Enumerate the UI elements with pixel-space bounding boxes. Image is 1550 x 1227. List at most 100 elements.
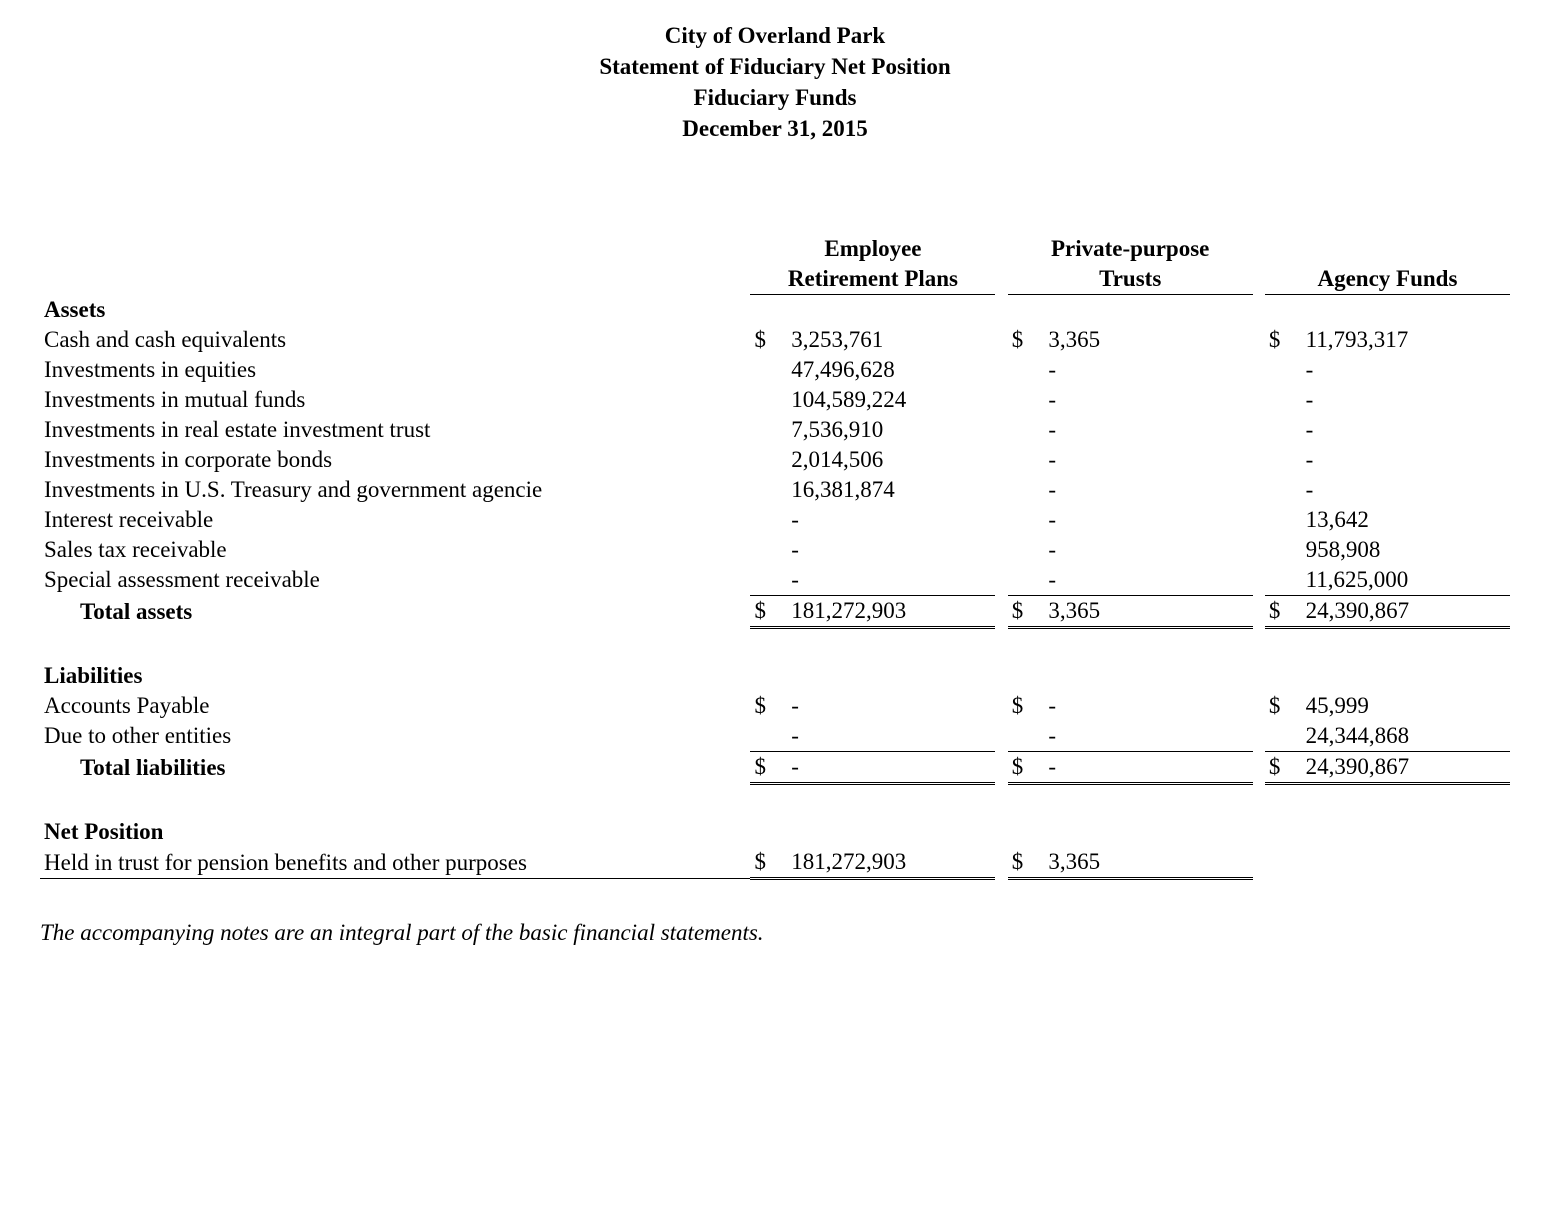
val: 11,625,000 [1302, 565, 1510, 596]
val: 3,365 [1044, 595, 1252, 627]
row-reit: Investments in real estate investment tr… [40, 415, 1510, 445]
label: Investments in real estate investment tr… [40, 415, 750, 445]
val: 3,365 [1044, 325, 1252, 355]
sym: $ [1008, 595, 1045, 627]
val: 3,365 [1044, 847, 1252, 879]
title-line-2: Statement of Fiduciary Net Position [40, 51, 1510, 82]
val: 11,793,317 [1302, 325, 1510, 355]
val: 2,014,506 [787, 445, 995, 475]
sym: $ [1008, 847, 1045, 879]
col1-header-a: Employee [750, 234, 995, 264]
label: Total liabilities [40, 751, 750, 783]
row-cash: Cash and cash equivalents $3,253,761 $3,… [40, 325, 1510, 355]
liabilities-heading: Liabilities [40, 661, 750, 691]
val: - [1044, 535, 1252, 565]
sym: $ [1008, 325, 1045, 355]
val: - [1302, 385, 1510, 415]
label: Investments in corporate bonds [40, 445, 750, 475]
col1-header-b: Retirement Plans [750, 264, 995, 295]
sym: $ [1265, 751, 1302, 783]
row-corp-bonds: Investments in corporate bonds 2,014,506… [40, 445, 1510, 475]
sym: $ [1265, 325, 1302, 355]
label: Interest receivable [40, 505, 750, 535]
financial-table: Employee Private-purpose Retirement Plan… [40, 234, 1510, 880]
val: - [1302, 445, 1510, 475]
val: 13,642 [1302, 505, 1510, 535]
val: - [787, 721, 995, 752]
label: Investments in equities [40, 355, 750, 385]
label: Total assets [40, 595, 750, 627]
col2-header-a: Private-purpose [1008, 234, 1253, 264]
val: - [1044, 475, 1252, 505]
label: Investments in mutual funds [40, 385, 750, 415]
val: 181,272,903 [787, 847, 995, 879]
row-equities: Investments in equities 47,496,628 - - [40, 355, 1510, 385]
label: Investments in U.S. Treasury and governm… [40, 475, 750, 505]
label: Special assessment receivable [40, 565, 750, 596]
row-treasury: Investments in U.S. Treasury and governm… [40, 475, 1510, 505]
label: Sales tax receivable [40, 535, 750, 565]
val: - [1302, 415, 1510, 445]
val: - [1044, 751, 1252, 783]
title-line-4: December 31, 2015 [40, 113, 1510, 144]
row-special-assessment: Special assessment receivable - - 11,625… [40, 565, 1510, 596]
val: - [1044, 445, 1252, 475]
header-row-2: Retirement Plans Trusts Agency Funds [40, 264, 1510, 295]
title-line-3: Fiduciary Funds [40, 82, 1510, 113]
val: 958,908 [1302, 535, 1510, 565]
label: Accounts Payable [40, 691, 750, 721]
val: - [787, 535, 995, 565]
val: 104,589,224 [787, 385, 995, 415]
row-total-liabilities: Total liabilities $- $- $24,390,867 [40, 751, 1510, 783]
val: - [1044, 505, 1252, 535]
val: 24,390,867 [1302, 751, 1510, 783]
val: 24,344,868 [1302, 721, 1510, 752]
row-accounts-payable: Accounts Payable $- $- $45,999 [40, 691, 1510, 721]
sym: $ [750, 847, 787, 879]
title-line-1: City of Overland Park [40, 20, 1510, 51]
label: Held in trust for pension benefits and o… [40, 847, 750, 879]
title-block: City of Overland Park Statement of Fiduc… [40, 20, 1510, 144]
sym: $ [1265, 691, 1302, 721]
val: - [787, 565, 995, 596]
val: - [1044, 355, 1252, 385]
val: - [787, 505, 995, 535]
col3-header-b: Agency Funds [1265, 264, 1510, 295]
row-interest-receivable: Interest receivable - - 13,642 [40, 505, 1510, 535]
val: - [1302, 475, 1510, 505]
header-row-1: Employee Private-purpose [40, 234, 1510, 264]
sym: $ [750, 325, 787, 355]
net-position-heading: Net Position [40, 817, 750, 847]
val: 7,536,910 [787, 415, 995, 445]
val: - [787, 691, 995, 721]
sym: $ [750, 691, 787, 721]
row-total-assets: Total assets $181,272,903 $3,365 $24,390… [40, 595, 1510, 627]
val: 47,496,628 [787, 355, 995, 385]
row-sales-tax: Sales tax receivable - - 958,908 [40, 535, 1510, 565]
label: Cash and cash equivalents [40, 325, 750, 355]
val: - [1044, 415, 1252, 445]
val: - [1044, 721, 1252, 752]
row-due-to-others: Due to other entities - - 24,344,868 [40, 721, 1510, 752]
sym: $ [1008, 691, 1045, 721]
sym: $ [1008, 751, 1045, 783]
sym: $ [750, 751, 787, 783]
sym: $ [750, 595, 787, 627]
val: - [1044, 691, 1252, 721]
val: - [1044, 565, 1252, 596]
val: - [1044, 385, 1252, 415]
row-mutual-funds: Investments in mutual funds 104,589,224 … [40, 385, 1510, 415]
sym: $ [1265, 595, 1302, 627]
label: Due to other entities [40, 721, 750, 752]
val: - [1302, 355, 1510, 385]
val: 16,381,874 [787, 475, 995, 505]
val: - [787, 751, 995, 783]
val: 24,390,867 [1302, 595, 1510, 627]
col2-header-b: Trusts [1008, 264, 1253, 295]
val: 181,272,903 [787, 595, 995, 627]
row-held-in-trust: Held in trust for pension benefits and o… [40, 847, 1510, 879]
val: 45,999 [1302, 691, 1510, 721]
footnote: The accompanying notes are an integral p… [40, 920, 1510, 946]
assets-heading: Assets [40, 295, 750, 325]
val: 3,253,761 [787, 325, 995, 355]
